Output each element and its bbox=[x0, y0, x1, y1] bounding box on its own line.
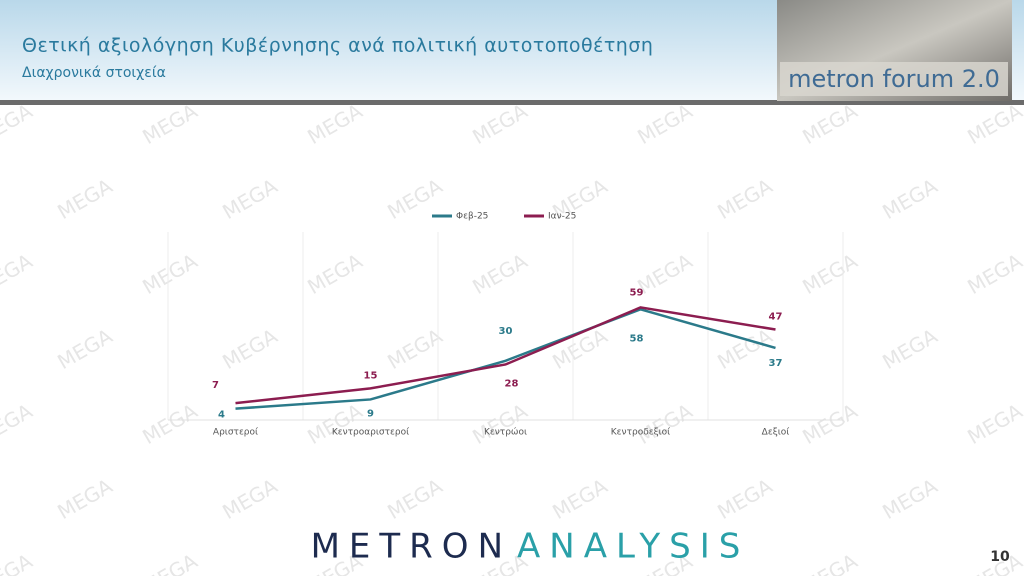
watermark: MEGA bbox=[0, 399, 37, 449]
watermark: MEGA bbox=[138, 249, 201, 299]
watermark: MEGA bbox=[383, 324, 446, 374]
x-tick-label: Κεντροδεξιοί bbox=[611, 428, 670, 438]
data-label: 7 bbox=[212, 380, 219, 391]
watermark: MEGA bbox=[138, 399, 201, 449]
slide-subtitle: Διαχρονικά στοιχεία bbox=[22, 65, 166, 81]
data-label: 58 bbox=[630, 333, 644, 344]
watermark: MEGA bbox=[218, 324, 281, 374]
watermark: MEGA bbox=[878, 174, 941, 224]
watermark: MEGA bbox=[303, 399, 366, 449]
watermark: MEGA bbox=[53, 474, 116, 524]
watermark: MEGA bbox=[0, 99, 37, 149]
watermark: MEGA bbox=[963, 249, 1024, 299]
watermark: MEGA bbox=[878, 324, 941, 374]
brand-right: ANALYSIS bbox=[517, 527, 749, 567]
watermark: MEGA bbox=[218, 174, 281, 224]
watermark: MEGA bbox=[468, 399, 531, 449]
watermark: MEGA bbox=[138, 99, 201, 149]
watermark: MEGA bbox=[713, 324, 776, 374]
series-line bbox=[235, 307, 776, 410]
data-label: 4 bbox=[218, 410, 225, 421]
watermark: MEGA bbox=[548, 474, 611, 524]
data-label: 47 bbox=[769, 312, 783, 323]
watermark: MEGA bbox=[798, 399, 861, 449]
data-label: 30 bbox=[499, 326, 513, 337]
watermark: MEGA bbox=[963, 399, 1024, 449]
watermark: MEGA bbox=[798, 249, 861, 299]
legend-label: Φεβ-25 bbox=[456, 212, 488, 222]
data-label: 28 bbox=[505, 378, 519, 389]
x-tick-label: Κεντρώοι bbox=[484, 427, 527, 438]
watermark: MEGA bbox=[468, 249, 531, 299]
watermark: MEGA bbox=[713, 174, 776, 224]
watermark: MEGA bbox=[0, 549, 37, 576]
brand-left: METRON bbox=[311, 527, 512, 567]
data-label: 59 bbox=[630, 287, 644, 298]
series-line bbox=[235, 306, 776, 405]
data-label: 15 bbox=[364, 370, 378, 381]
chart: Αριστεροί Κεντροαριστεροί Κεντρώοι Κεντροδε… bbox=[167, 212, 844, 438]
watermark: MEGA bbox=[0, 249, 37, 299]
watermark: MEGA bbox=[218, 474, 281, 524]
watermark: MEGA bbox=[303, 249, 366, 299]
watermark: MEGA bbox=[633, 399, 696, 449]
data-label: 9 bbox=[367, 408, 374, 419]
legend-label: Ιαν-25 bbox=[548, 212, 576, 222]
header-rule bbox=[0, 100, 1024, 105]
x-tick-label: Αριστεροί bbox=[213, 428, 258, 438]
watermark: MEGA bbox=[53, 324, 116, 374]
watermark: MEGA bbox=[303, 99, 366, 149]
watermark: MEGA bbox=[383, 474, 446, 524]
page-number: 10 bbox=[990, 549, 1010, 565]
watermark: MEGA bbox=[53, 174, 116, 224]
watermark: MEGA bbox=[138, 549, 201, 576]
watermark: MEGA bbox=[798, 99, 861, 149]
watermark: MEGA bbox=[633, 99, 696, 149]
data-label: 37 bbox=[769, 358, 783, 369]
logo-text: metron forum 2.0 bbox=[788, 65, 1000, 93]
x-tick-label: Κεντροαριστεροί bbox=[332, 428, 409, 438]
watermark: MEGA bbox=[878, 474, 941, 524]
watermark: MEGA bbox=[798, 549, 861, 576]
watermark: MEGA bbox=[963, 99, 1024, 149]
logo-strip bbox=[780, 62, 1008, 96]
watermark: MEGA bbox=[468, 99, 531, 149]
slide-title: Θετική αξιολόγηση Κυβέρνησης ανά πολιτικ… bbox=[22, 35, 653, 57]
watermark-layer: MEGA MEGA MEGA MEGA MEGA MEGA MEGA MEGA MEGA MEGA… bbox=[0, 99, 1024, 576]
watermark: MEGA bbox=[713, 474, 776, 524]
x-tick-label: Δεξιοί bbox=[762, 428, 790, 438]
